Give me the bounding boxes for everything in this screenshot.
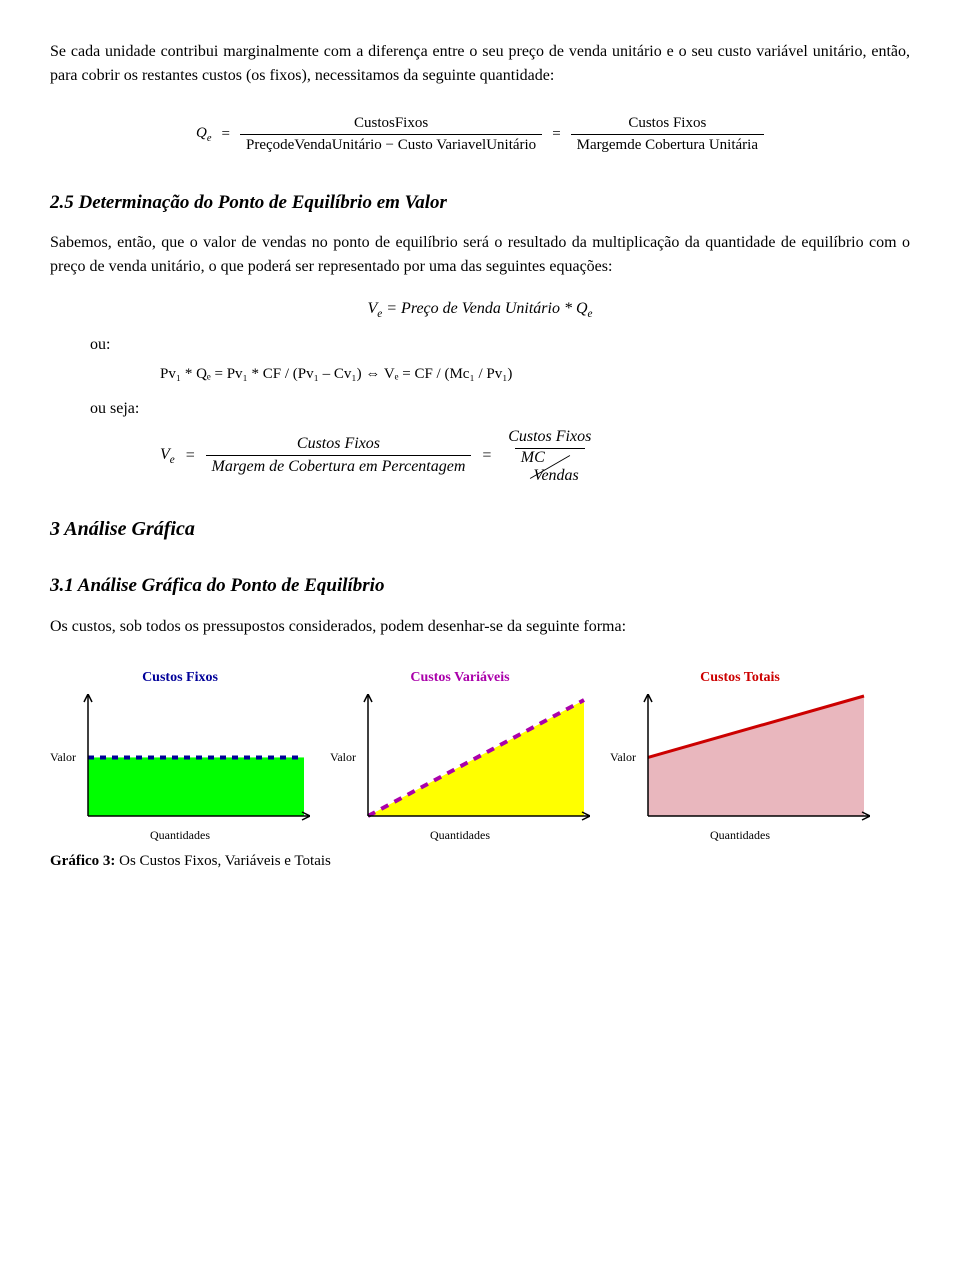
chart-1-title: Custos Fixos <box>142 667 218 688</box>
frac1-den: PreçodeVendaUnitário − Custo VariavelUni… <box>240 134 542 155</box>
eq4-frac-2: Custos Fixos MC Vendas <box>502 427 597 484</box>
section-2-5-title: 2.5 Determinação do Ponto de Equilíbrio … <box>50 189 910 218</box>
label-ou-seja: ou seja: <box>90 397 910 421</box>
eq-lhs-sym: Q <box>196 125 207 141</box>
slashfrac-mc: MC <box>521 448 545 468</box>
eq-lhs-sub: e <box>207 133 212 144</box>
paragraph-1: Se cada unidade contribui marginalmente … <box>50 40 910 88</box>
equation-qe: Qe = CustosFixos PreçodeVendaUnitário − … <box>50 114 910 155</box>
eq4-lhs: Ve <box>160 443 175 469</box>
chart-3-title: Custos Totais <box>700 667 780 688</box>
eq4-frac-1: Custos Fixos Margem de Cobertura em Perc… <box>206 434 472 477</box>
eq4-equals-2: = <box>481 444 492 468</box>
fraction-2: Custos Fixos Margemde Cobertura Unitária <box>571 114 764 155</box>
paragraph-2: Sabemos, então, que o valor de vendas no… <box>50 231 910 279</box>
eq2-rhs-sub: e <box>588 308 593 320</box>
slashfrac-vendas: Vendas <box>533 466 578 486</box>
eq4-lhs-sub: e <box>170 454 175 466</box>
equation-ve-frac: Ve = Custos Fixos Margem de Cobertura em… <box>160 427 910 484</box>
eq4-frac2-den: MC Vendas <box>515 448 585 484</box>
chart-custos-variaveis: Custos Variáveis Valor Quantidades <box>330 667 590 844</box>
eq2-lhs: V <box>368 300 378 317</box>
chart-2-xlabel: Quantidades <box>430 826 490 844</box>
equals-sign-2: = <box>552 123 560 146</box>
fraction-1: CustosFixos PreçodeVendaUnitário − Custo… <box>240 114 542 155</box>
slash-fraction: MC Vendas <box>521 450 579 484</box>
chart-3-xlabel: Quantidades <box>710 826 770 844</box>
caption-rest: Os Custos Fixos, Variáveis e Totais <box>115 853 331 869</box>
eq4-lhs-sym: V <box>160 446 170 463</box>
chart-2-svg <box>360 694 590 824</box>
chart-1-svg <box>80 694 310 824</box>
section-3-title: 3 Análise Gráfica <box>50 514 910 544</box>
caption-bold: Gráfico 3: <box>50 853 115 869</box>
chart-custos-fixos: Custos Fixos Valor Quantidades <box>50 667 310 844</box>
figure-caption: Gráfico 3: Os Custos Fixos, Variáveis e … <box>50 850 910 873</box>
equation-pv: Pv₁ * Qₑ = Pv₁ * CF / (Pv₁ – Cv₁) ⇔ Vₑ =… <box>160 363 910 386</box>
equation-ve-def: Ve = Preço de Venda Unitário * Qe <box>50 297 910 323</box>
eq2-text: = Preço de Venda Unitário * Q <box>382 300 587 317</box>
chart-custos-totais: Custos Totais Valor Quantidades <box>610 667 870 844</box>
paragraph-3: Os custos, sob todos os pressupostos con… <box>50 615 910 639</box>
eq-lhs: Qe <box>196 122 212 147</box>
eq4-frac1-num: Custos Fixos <box>291 434 386 455</box>
chart-2-title: Custos Variáveis <box>410 667 509 688</box>
chart-3-svg <box>640 694 870 824</box>
equals-sign: = <box>222 123 230 146</box>
chart-1-ylabel: Valor <box>50 748 76 766</box>
eq2-body: Ve = Preço de Venda Unitário * Qe <box>368 297 593 323</box>
frac2-num: Custos Fixos <box>622 114 712 134</box>
chart-2-ylabel: Valor <box>330 748 356 766</box>
frac1-num: CustosFixos <box>348 114 434 134</box>
section-3-1-title: 3.1 Análise Gráfica do Ponto de Equilíbr… <box>50 572 910 601</box>
charts-row: Custos Fixos Valor Quantidades Custos Va… <box>50 667 910 844</box>
chart-3-ylabel: Valor <box>610 748 636 766</box>
frac2-den: Margemde Cobertura Unitária <box>571 134 764 155</box>
eq4-frac2-num: Custos Fixos <box>502 427 597 448</box>
chart-1-xlabel: Quantidades <box>150 826 210 844</box>
label-ou: ou: <box>90 333 910 357</box>
eq4-frac1-den: Margem de Cobertura em Percentagem <box>206 455 472 477</box>
eq4-equals-1: = <box>185 444 196 468</box>
